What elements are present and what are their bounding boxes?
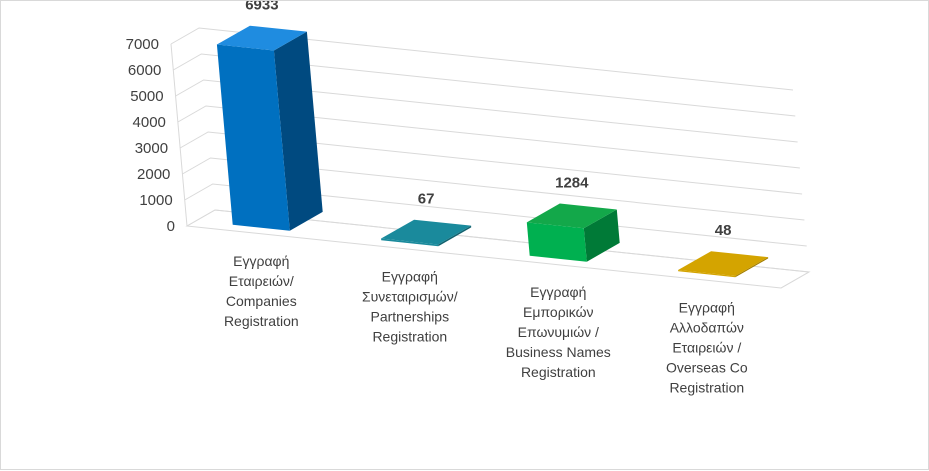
category-label-line: Εγγραφή: [233, 253, 289, 269]
category-label: Εγγραφή Αλλοδαπών Εταιρειών / Overseas Co Re…: [666, 299, 748, 395]
bar-front: [216, 44, 290, 231]
bar-top: [381, 219, 472, 245]
category-label-line: Registration: [372, 328, 447, 344]
bar: [526, 203, 620, 262]
data-label: 48: [715, 222, 732, 239]
bar: [381, 219, 472, 247]
gridline: [175, 79, 798, 143]
bar: [678, 251, 769, 278]
category-label: Εγγραφή Εμπορικών Επωνυμιών / Business Name…: [506, 284, 611, 380]
bar: [216, 25, 323, 231]
bar-front: [381, 238, 439, 247]
category-labels: Εγγραφή Εταιρειών/Companies RegistrationΕγ…: [224, 253, 748, 396]
y-axis-ticks: 0 1000 2000 3000 4000 5000 6000 7000: [126, 36, 175, 235]
bar-front: [526, 222, 587, 262]
category-label-line: Companies: [226, 293, 297, 309]
bar-side: [735, 257, 769, 278]
bar-top: [678, 251, 769, 276]
y-tick-label: 4000: [133, 114, 166, 131]
category-label-line: Εγγραφή: [530, 284, 586, 300]
category-label: Εγγραφή Συνεταιρισμών/Partnerships Registr…: [362, 268, 458, 344]
data-labels: 6933 67 1284 48: [245, 1, 731, 239]
bar-side: [273, 31, 323, 231]
category-label-line: Επωνυμιών /: [518, 324, 599, 340]
category-label-line: Εταιρειών/: [229, 273, 294, 289]
data-label: 1284: [555, 175, 589, 192]
bars: [216, 25, 769, 278]
y-tick-label: 0: [167, 218, 175, 235]
gridlines: [170, 27, 810, 273]
bar-top: [526, 203, 617, 229]
bar-side: [583, 209, 620, 262]
category-label-line: Business Names: [506, 344, 611, 360]
category-label-line: Συνεταιρισμών/: [362, 288, 458, 304]
bar-side: [438, 225, 472, 247]
category-label-line: Registration: [521, 364, 596, 380]
category-label: Εγγραφή Εταιρειών/Companies Registration: [224, 253, 299, 329]
gridline: [177, 105, 800, 169]
gridline: [173, 53, 796, 117]
gridline: [170, 27, 794, 91]
category-label-line: Εγγραφή: [679, 299, 735, 315]
gridline: [179, 131, 803, 195]
category-label-line: Registration: [669, 379, 744, 395]
side-wall-edge: [170, 43, 188, 227]
y-tick-label: 1000: [139, 192, 172, 209]
y-tick-label: 7000: [126, 36, 159, 53]
y-tick-label: 5000: [130, 88, 163, 105]
category-label-line: Εταιρειών /: [672, 339, 741, 355]
category-label-line: Registration: [224, 313, 299, 329]
category-label-line: Overseas Co: [666, 359, 748, 375]
category-label-line: Εμπορικών: [523, 304, 594, 320]
category-label-line: Αλλοδαπών: [670, 319, 744, 335]
bar-top: [216, 25, 307, 51]
y-tick-label: 6000: [128, 62, 161, 79]
bar-front: [678, 270, 736, 278]
floor-right-edge: [780, 271, 810, 289]
category-label-line: Εγγραφή: [382, 268, 438, 284]
y-tick-label: 2000: [137, 166, 170, 183]
category-label-line: Partnerships: [371, 308, 450, 324]
gridline: [186, 209, 810, 273]
y-tick-label: 3000: [135, 140, 168, 157]
data-label: 67: [418, 191, 435, 208]
data-label: 6933: [245, 1, 278, 14]
gridline: [182, 157, 805, 221]
